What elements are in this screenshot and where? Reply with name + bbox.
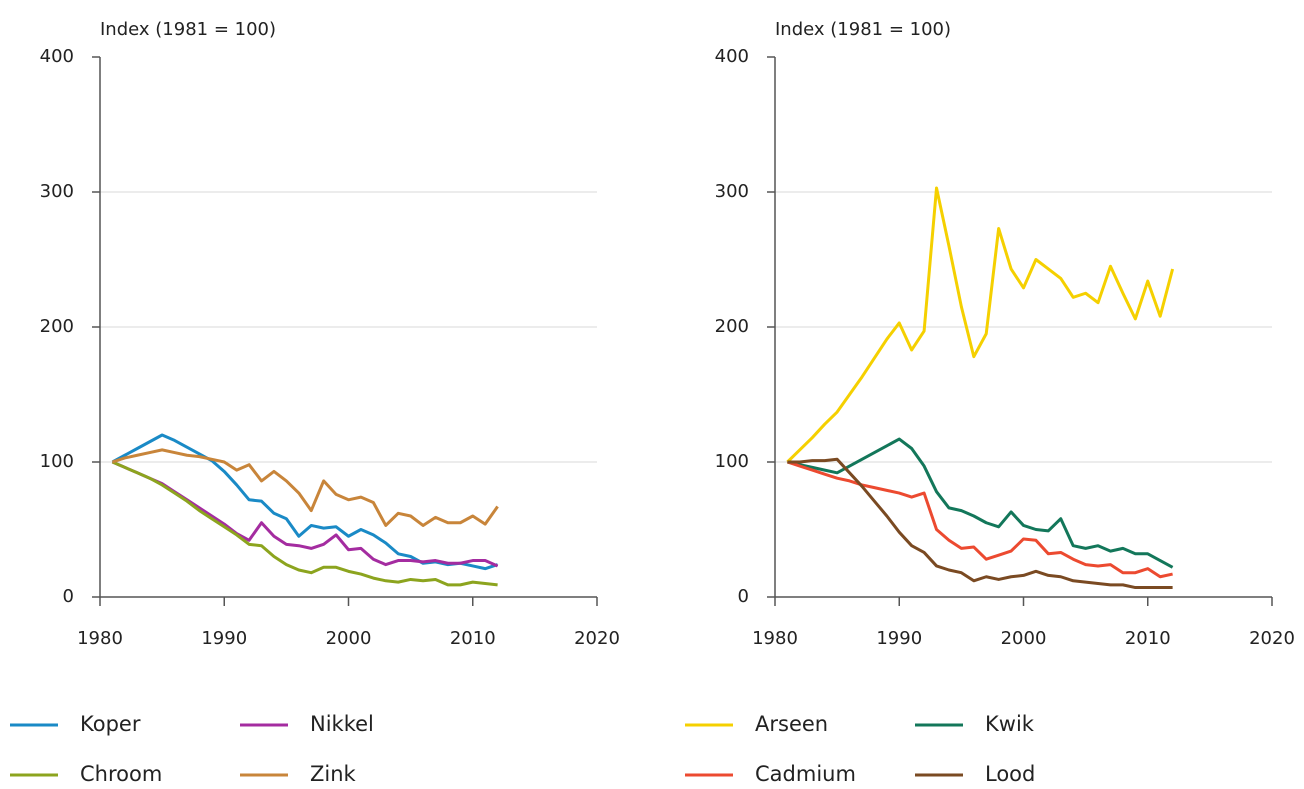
y-tick-label: 100 — [40, 451, 74, 472]
y-axis-label: Index (1981 = 100) — [775, 19, 951, 40]
legend-label: Cadmium — [755, 762, 856, 786]
legend-label: Chroom — [80, 762, 162, 786]
y-axis-label: Index (1981 = 100) — [100, 19, 276, 40]
legend-label: Arseen — [755, 712, 828, 736]
y-tick-label: 100 — [715, 451, 749, 472]
series-line — [111, 460, 498, 587]
legend-label: Nikkel — [310, 712, 374, 736]
legend-label: Koper — [80, 712, 141, 736]
x-tick-label: 2020 — [1249, 628, 1295, 649]
series-line — [786, 186, 1175, 464]
legend-label: Zink — [310, 762, 357, 786]
y-tick-label: 200 — [715, 316, 749, 337]
series-line — [111, 448, 499, 527]
y-tick-label: 0 — [738, 586, 749, 607]
y-tick-label: 0 — [63, 586, 74, 607]
series-line — [787, 437, 1174, 569]
series-line — [111, 460, 499, 568]
series-line — [787, 457, 1173, 590]
y-tick-label: 300 — [715, 181, 749, 202]
legend-label: Lood — [985, 762, 1035, 786]
x-tick-label: 1980 — [77, 628, 123, 649]
x-tick-label: 2000 — [326, 628, 372, 649]
legend-label: Kwik — [985, 712, 1035, 736]
x-tick-label: 2020 — [574, 628, 620, 649]
x-tick-label: 1990 — [876, 628, 922, 649]
series-line — [786, 460, 1173, 579]
x-tick-label: 2010 — [1125, 628, 1171, 649]
x-tick-label: 1980 — [752, 628, 798, 649]
y-tick-label: 300 — [40, 181, 74, 202]
x-tick-label: 2000 — [1001, 628, 1047, 649]
x-tick-label: 2010 — [450, 628, 496, 649]
y-tick-label: 200 — [40, 316, 74, 337]
x-tick-label: 1990 — [201, 628, 247, 649]
y-tick-label: 400 — [715, 46, 749, 67]
y-tick-label: 400 — [40, 46, 74, 67]
